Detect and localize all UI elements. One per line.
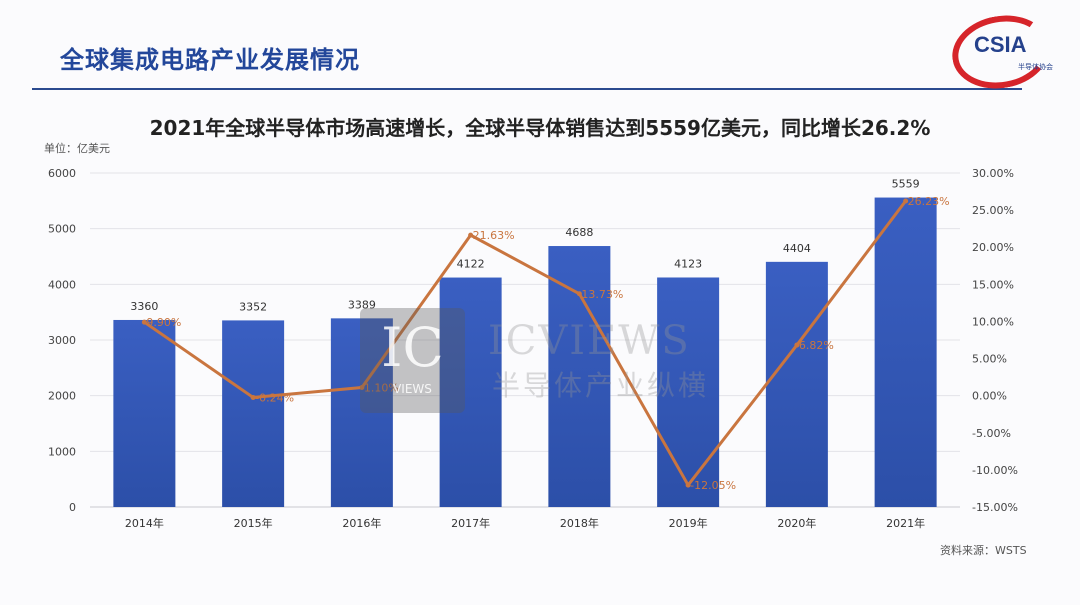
growth-point (576, 291, 582, 297)
growth-point (141, 319, 147, 325)
y2-tick-label: 20.00% (972, 241, 1014, 254)
header-divider (32, 88, 1022, 90)
watermark-mark: IC (381, 316, 444, 379)
watermark-mark-sub: VIEWS (393, 382, 432, 396)
bar (548, 246, 611, 507)
chart-title: 2021年全球半导体市场高速增长，全球半导体销售达到5559亿美元，同比增长26… (149, 116, 931, 140)
bar (874, 197, 937, 507)
bar (657, 277, 720, 507)
y2-tick-label: -5.00% (972, 427, 1011, 440)
bar-value-label: 3352 (239, 300, 267, 313)
page-title: 全球集成电路产业发展情况 (60, 46, 360, 74)
y-tick-label: 0 (69, 501, 76, 514)
bar-value-label: 5559 (892, 178, 920, 191)
growth-point (468, 232, 474, 238)
y2-tick-label: 0.00% (972, 390, 1007, 403)
bar (765, 261, 828, 507)
bar (222, 320, 285, 507)
y-tick-label: 5000 (48, 223, 76, 236)
watermark-name: ICVIEWS (488, 318, 691, 364)
growth-value-label: 1.10% (364, 382, 399, 395)
y-tick-label: 3000 (48, 334, 76, 347)
y-tick-label: 1000 (48, 445, 76, 458)
y2-tick-label: 10.00% (972, 315, 1014, 328)
y2-tick-label: 15.00% (972, 278, 1014, 291)
bar (330, 318, 393, 507)
growth-value-label: -12.05% (690, 479, 736, 492)
y2-tick-label: -15.00% (972, 501, 1018, 514)
y2-tick-label: 25.00% (972, 204, 1014, 217)
unit-label: 单位：亿美元 (44, 142, 110, 155)
x-tick-label: 2019年 (669, 516, 708, 530)
bar (113, 319, 176, 507)
growth-point (794, 342, 800, 348)
growth-value-label: 13.73% (581, 288, 623, 301)
growth-value-label: 21.63% (473, 229, 515, 242)
growth-line (143, 200, 907, 487)
bar (439, 277, 502, 507)
logo-text: CSIA (974, 32, 1027, 57)
x-tick-label: 2016年 (342, 516, 381, 530)
y-tick-label: 6000 (48, 167, 76, 180)
growth-point (250, 394, 256, 400)
x-tick-label: 2015年 (234, 516, 273, 530)
growth-value-label: -0.24% (255, 391, 294, 404)
y-tick-label: 4000 (48, 278, 76, 291)
bar-value-label: 3389 (348, 298, 376, 311)
csia-logo: CSIA 半导体协会 (946, 8, 1058, 96)
x-tick-label: 2021年 (886, 516, 925, 530)
x-tick-label: 2018年 (560, 516, 599, 530)
bar-value-label: 4404 (783, 242, 811, 255)
x-tick-label: 2020年 (777, 516, 816, 530)
x-tick-label: 2017年 (451, 516, 490, 530)
x-tick-label: 2014年 (125, 516, 164, 530)
y-tick-label: 2000 (48, 390, 76, 403)
watermark-logo: IC VIEWS (360, 308, 465, 413)
growth-value-label: 9.90% (146, 316, 181, 329)
bar-value-label: 4122 (457, 258, 485, 271)
growth-point (685, 482, 691, 488)
growth-value-label: 26.23% (908, 195, 950, 208)
y2-tick-label: 30.00% (972, 167, 1014, 180)
growth-point (903, 198, 909, 204)
bar-value-label: 4123 (674, 257, 702, 270)
y2-tick-label: -10.00% (972, 464, 1018, 477)
growth-value-label: 6.82% (799, 339, 834, 352)
watermark-name-cn: 半导体产业纵横 (492, 369, 710, 402)
logo-subtext: 半导体协会 (1018, 63, 1053, 71)
source-note: 资料来源：WSTS (940, 544, 1027, 557)
growth-point (359, 385, 365, 391)
bar-value-label: 4688 (565, 226, 593, 239)
y2-tick-label: 5.00% (972, 353, 1007, 366)
bar-value-label: 3360 (130, 300, 158, 313)
